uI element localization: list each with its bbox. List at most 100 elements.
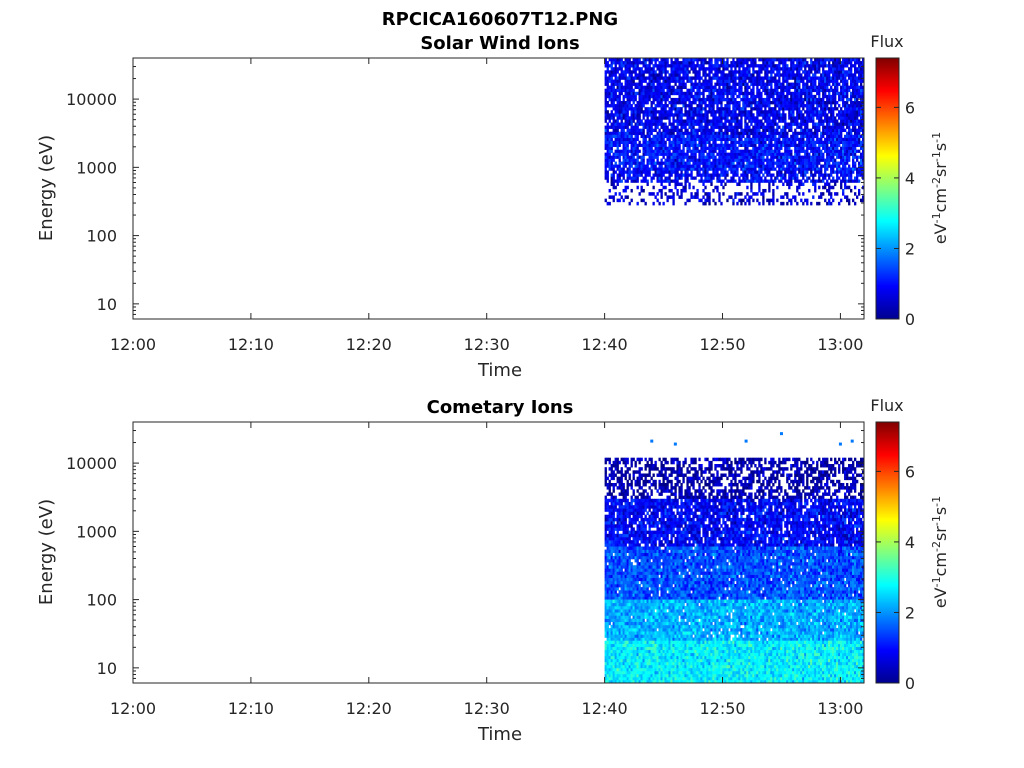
spectrogram-cell <box>734 195 737 199</box>
spectrogram-cell <box>762 128 765 133</box>
spectrogram-cell <box>778 155 781 159</box>
spectrogram-cell <box>642 104 645 108</box>
spectrogram-cell <box>806 94 809 99</box>
spectrogram-cell <box>734 152 737 156</box>
spectrogram-cell <box>826 173 829 177</box>
spectrogram-cell <box>612 143 615 147</box>
spectrogram-cell <box>656 198 659 203</box>
x-tick-label: 12:00 <box>110 335 156 354</box>
spectrogram-cell <box>766 158 769 162</box>
spectrogram-cell <box>746 82 749 86</box>
spectrogram-cell <box>812 125 815 129</box>
spectrogram-cell <box>780 152 783 156</box>
spectrogram-cell <box>678 82 681 86</box>
spectrogram-cell <box>642 170 645 174</box>
spectrogram-cell <box>750 73 753 77</box>
spectrogram-cell <box>606 125 609 129</box>
spectrogram-cell <box>826 155 829 159</box>
spectrogram-cell <box>680 182 683 187</box>
spectrogram-cell <box>820 173 823 177</box>
spectrogram-cell <box>660 91 663 96</box>
spectrogram-cell <box>844 179 847 183</box>
spectrogram-cell <box>654 116 657 120</box>
spectrogram-cell <box>810 167 813 171</box>
spectrogram-cell <box>722 67 725 71</box>
spectrogram-cell <box>722 146 725 150</box>
spectrogram-cell <box>784 161 787 165</box>
spectrogram-cell <box>686 131 689 136</box>
spectrogram-cell <box>844 182 847 187</box>
spectrogram-cell <box>634 64 637 68</box>
spectrogram-cell <box>764 110 767 114</box>
spectrogram-cell <box>610 146 613 150</box>
spectrogram-cell <box>728 125 731 129</box>
spectrogram-cell <box>658 122 661 126</box>
spectrogram-cell <box>842 82 845 86</box>
spectrogram-cell <box>810 134 813 139</box>
spectrogram-cell <box>744 70 747 74</box>
spectrogram-cell <box>744 85 747 90</box>
spectrogram-cell <box>632 143 635 147</box>
spectrogram-cell <box>750 173 753 177</box>
spectrogram-cell <box>680 170 683 174</box>
spectrogram-cell <box>806 76 809 80</box>
spectrogram-cell <box>664 97 667 102</box>
spectrogram-cell <box>648 113 651 117</box>
spectrogram-cell <box>838 97 841 102</box>
spectrogram-cell <box>776 116 779 120</box>
spectrogram-cell <box>638 149 641 153</box>
spectrogram-cell <box>842 125 845 129</box>
spectrogram-cell <box>668 143 671 147</box>
spectrogram-cell <box>834 101 837 105</box>
spectrogram-cell <box>660 110 663 114</box>
spectrogram-cell <box>688 198 691 203</box>
spectrogram-cell <box>694 101 697 105</box>
spectrogram-cell <box>694 58 697 62</box>
spectrogram-cell <box>610 143 613 147</box>
spectrogram-cell <box>834 85 837 90</box>
spectrogram-cell <box>734 179 737 183</box>
spectrogram-cell <box>794 152 797 156</box>
spectrogram-cell <box>626 91 629 96</box>
spectrogram-cell <box>780 104 783 108</box>
spectrogram-cell <box>646 167 649 171</box>
spectrogram-cell <box>838 64 841 68</box>
spectrogram-cell <box>624 146 627 150</box>
spectrogram-cell <box>822 173 825 177</box>
spectrogram-cell <box>704 107 707 111</box>
spectrogram-cell <box>676 116 679 120</box>
spectrogram-cell <box>818 119 821 123</box>
spectrogram-cell <box>778 67 781 71</box>
spectrogram-cell <box>708 149 711 153</box>
spectrogram-cell <box>848 67 851 71</box>
spectrogram-cell <box>648 155 651 159</box>
spectrogram-cell <box>706 192 709 196</box>
spectrogram-cell <box>748 152 751 156</box>
spectrogram-cell <box>832 116 835 120</box>
spectrogram-cell <box>722 70 725 74</box>
spectrogram-cell <box>646 149 649 153</box>
spectrogram-cell <box>630 70 633 74</box>
spectrogram-cell <box>698 107 701 111</box>
spectrogram-cell <box>630 140 633 144</box>
spectrogram-cell <box>614 149 617 153</box>
spectrogram-cell <box>708 192 711 196</box>
spectrogram-cell <box>840 110 843 114</box>
spectrogram-cell <box>638 128 641 133</box>
spectrogram-cell <box>752 119 755 123</box>
spectrogram-cell <box>646 182 649 187</box>
spectrogram-cell <box>614 185 617 190</box>
spectrogram-cell <box>810 97 813 102</box>
spectrogram-cell <box>732 85 735 90</box>
spectrogram-cell <box>742 143 745 147</box>
spectrogram-cell <box>784 107 787 111</box>
spectrogram-cell <box>738 155 741 159</box>
spectrogram-cell <box>776 85 779 90</box>
spectrogram-cell <box>756 179 759 183</box>
spectrogram-cell <box>630 134 633 139</box>
spectrogram-cell <box>796 91 799 96</box>
spectrogram-cell <box>858 167 861 171</box>
spectrogram-cell <box>830 152 833 156</box>
spectrogram-cell <box>756 113 759 117</box>
spectrogram-cell <box>712 131 715 136</box>
